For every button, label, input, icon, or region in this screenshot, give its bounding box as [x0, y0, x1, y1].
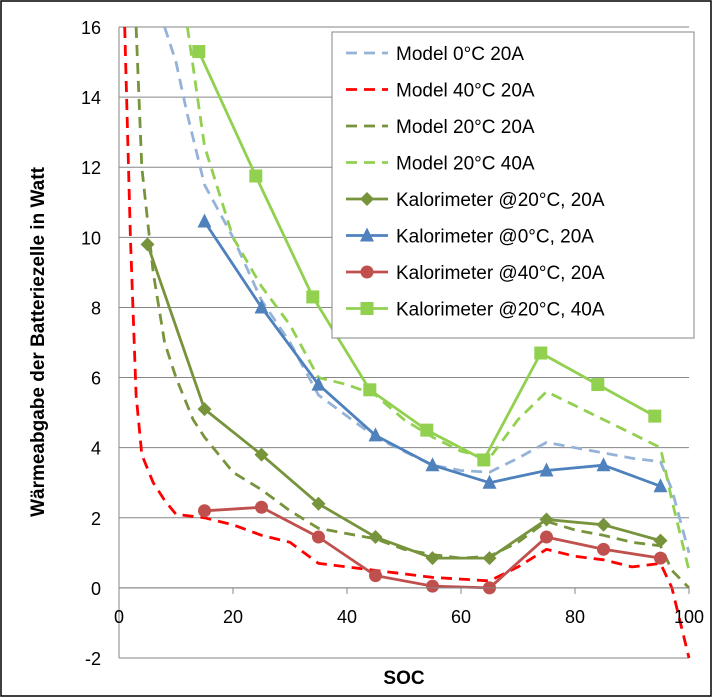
data-point-square: [192, 45, 206, 59]
data-point-triangle: [368, 427, 383, 442]
x-tick-label: 40: [337, 607, 357, 627]
data-point-diamond: [596, 517, 611, 532]
data-point-triangle: [425, 457, 440, 472]
data-point-triangle: [360, 227, 374, 242]
data-point-square: [360, 302, 374, 315]
y-tick-label: 14: [81, 88, 101, 108]
data-point-triangle: [197, 213, 212, 228]
data-point-triangle: [254, 299, 269, 314]
y-tick-label: 16: [81, 18, 101, 38]
x-tick-labels: 0 20 40 60 80 100: [114, 607, 704, 627]
data-point-square: [306, 290, 320, 304]
x-tick-label: 0: [114, 607, 124, 627]
data-point-diamond: [539, 512, 554, 527]
axes: [118, 27, 690, 658]
data-point-diamond: [425, 551, 440, 566]
data-point-diamond: [368, 530, 383, 545]
data-point-circle: [369, 569, 382, 583]
y-tick-labels: -2 0 2 4 6 8 10 12 14 16: [81, 18, 101, 669]
legend-label-7: Kalorimeter @40°C, 20A: [396, 263, 605, 284]
legend-label-5: Kalorimeter @20°C, 20A: [396, 190, 605, 211]
y-tick-label: 10: [81, 228, 101, 248]
data-point-diamond: [360, 192, 374, 206]
data-point-circle: [255, 500, 268, 514]
y-tick-label: 6: [91, 369, 101, 389]
data-point-triangle: [482, 474, 497, 489]
data-point-square: [648, 409, 662, 423]
data-point-square: [363, 383, 377, 397]
x-tick-label: 60: [451, 607, 471, 627]
data-point-circle: [654, 551, 667, 565]
data-point-square: [249, 169, 263, 183]
y-tick-label: 0: [91, 579, 101, 599]
data-point-triangle: [653, 478, 668, 493]
data-point-circle: [597, 542, 610, 556]
y-tick-label: 4: [91, 439, 101, 459]
y-tick-label: 8: [91, 298, 101, 318]
data-point-diamond: [197, 402, 212, 417]
legend-label-6: Kalorimeter @0°C, 20A: [396, 227, 594, 248]
data-point-diamond: [254, 447, 269, 462]
series-line-5: [146, 243, 661, 560]
y-axis-title: Wärmeabgabe der Batteriezelle in Watt: [28, 166, 49, 517]
data-point-diamond: [140, 237, 155, 252]
data-point-triangle: [539, 462, 554, 477]
series-line-4: [186, 27, 691, 571]
legend-box: [331, 31, 695, 339]
x-tick-label: 20: [223, 607, 243, 627]
series-line-2: [123, 27, 691, 659]
y-tick-label: 2: [91, 509, 101, 529]
data-point-square: [420, 423, 434, 437]
data-point-diamond: [653, 533, 668, 548]
x-tick-label: 100: [674, 607, 704, 627]
data-point-circle: [198, 504, 211, 518]
legend-label-1: Model 0°C 20A: [396, 44, 524, 65]
data-point-circle: [540, 530, 553, 544]
series-layer: [123, 27, 691, 659]
y-tick-label: -2: [85, 649, 101, 669]
legend-label-2: Model 40°C 20A: [396, 81, 535, 102]
data-point-square: [477, 453, 491, 467]
data-point-diamond: [482, 551, 497, 566]
data-point-circle: [360, 265, 374, 279]
legend-label-4: Model 20°C 40A: [396, 154, 535, 175]
data-point-triangle: [311, 376, 326, 391]
data-point-circle: [312, 530, 325, 544]
legend-label-3: Model 20°C 20A: [396, 117, 535, 138]
x-axis-title: SOC: [383, 668, 424, 689]
data-point-square: [534, 346, 548, 360]
data-point-triangle: [596, 457, 611, 472]
y-tick-label: 12: [81, 158, 101, 178]
data-point-square: [591, 378, 605, 392]
x-tick-label: 80: [565, 607, 585, 627]
data-point-diamond: [311, 496, 326, 511]
legend-label-8: Kalorimeter @20°C, 40A: [396, 300, 605, 321]
series-line-3: [134, 27, 691, 589]
data-point-circle: [426, 579, 439, 593]
legend: Model 0°C 20A Model 40°C 20A Model 20°C 20…: [331, 31, 695, 339]
